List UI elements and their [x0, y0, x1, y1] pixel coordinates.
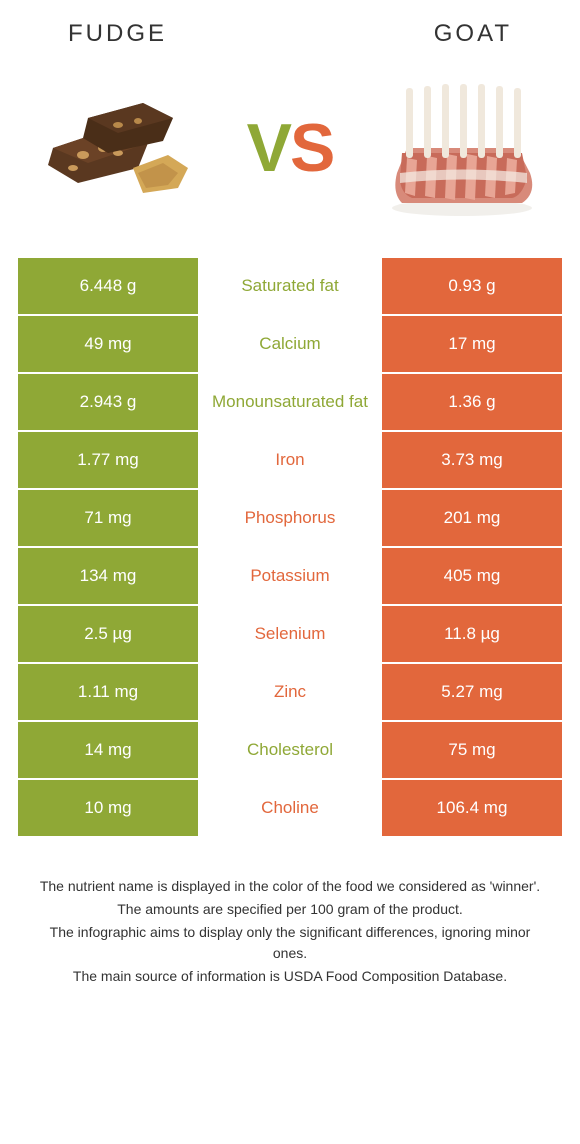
fudge-image — [28, 78, 208, 218]
right-value-cell: 1.36 g — [382, 374, 562, 430]
right-value-cell: 106.4 mg — [382, 780, 562, 836]
nutrient-label-cell: Cholesterol — [200, 722, 380, 778]
table-row: 6.448 gSaturated fat0.93 g — [18, 258, 562, 314]
table-row: 49 mgCalcium17 mg — [18, 316, 562, 372]
footer-line-4: The main source of information is USDA F… — [38, 966, 542, 987]
table-row: 2.943 gMonounsaturated fat1.36 g — [18, 374, 562, 430]
left-value-cell: 71 mg — [18, 490, 198, 546]
vs-s-letter: S — [290, 110, 333, 186]
fudge-icon — [38, 93, 198, 203]
table-row: 10 mgCholine106.4 mg — [18, 780, 562, 836]
nutrient-label-cell: Monounsaturated fat — [200, 374, 380, 430]
right-value-cell: 5.27 mg — [382, 664, 562, 720]
nutrient-label-cell: Zinc — [200, 664, 380, 720]
left-value-cell: 1.11 mg — [18, 664, 198, 720]
left-food-title: FUDGE — [68, 20, 167, 48]
right-value-cell: 17 mg — [382, 316, 562, 372]
table-row: 14 mgCholesterol75 mg — [18, 722, 562, 778]
right-value-cell: 3.73 mg — [382, 432, 562, 488]
nutrient-label-cell: Phosphorus — [200, 490, 380, 546]
right-value-cell: 75 mg — [382, 722, 562, 778]
table-row: 1.77 mgIron3.73 mg — [18, 432, 562, 488]
left-value-cell: 6.448 g — [18, 258, 198, 314]
left-value-cell: 49 mg — [18, 316, 198, 372]
vs-v-letter: V — [247, 110, 290, 186]
table-row: 134 mgPotassium405 mg — [18, 548, 562, 604]
right-value-cell: 201 mg — [382, 490, 562, 546]
vs-label: VS — [247, 109, 334, 187]
right-value-cell: 11.8 µg — [382, 606, 562, 662]
images-row: VS — [18, 68, 562, 228]
header-row: FUDGE GOAT — [18, 20, 562, 48]
right-value-cell: 405 mg — [382, 548, 562, 604]
left-value-cell: 2.943 g — [18, 374, 198, 430]
footer-line-2: The amounts are specified per 100 gram o… — [38, 899, 542, 920]
nutrient-label-cell: Choline — [200, 780, 380, 836]
goat-image — [372, 78, 552, 218]
nutrient-table: 6.448 gSaturated fat0.93 g49 mgCalcium17… — [18, 258, 562, 836]
table-row: 71 mgPhosphorus201 mg — [18, 490, 562, 546]
nutrient-label-cell: Selenium — [200, 606, 380, 662]
nutrient-label-cell: Iron — [200, 432, 380, 488]
left-value-cell: 1.77 mg — [18, 432, 198, 488]
nutrient-label-cell: Saturated fat — [200, 258, 380, 314]
left-value-cell: 14 mg — [18, 722, 198, 778]
footer-line-3: The infographic aims to display only the… — [38, 922, 542, 964]
table-row: 1.11 mgZinc5.27 mg — [18, 664, 562, 720]
left-value-cell: 134 mg — [18, 548, 198, 604]
nutrient-label-cell: Potassium — [200, 548, 380, 604]
left-value-cell: 10 mg — [18, 780, 198, 836]
left-value-cell: 2.5 µg — [18, 606, 198, 662]
footer-text: The nutrient name is displayed in the co… — [18, 876, 562, 987]
infographic-container: FUDGE GOAT VS — [0, 0, 580, 1009]
right-food-title: GOAT — [434, 20, 512, 48]
table-row: 2.5 µgSelenium11.8 µg — [18, 606, 562, 662]
goat-meat-icon — [372, 78, 552, 218]
nutrient-label-cell: Calcium — [200, 316, 380, 372]
footer-line-1: The nutrient name is displayed in the co… — [38, 876, 542, 897]
right-value-cell: 0.93 g — [382, 258, 562, 314]
